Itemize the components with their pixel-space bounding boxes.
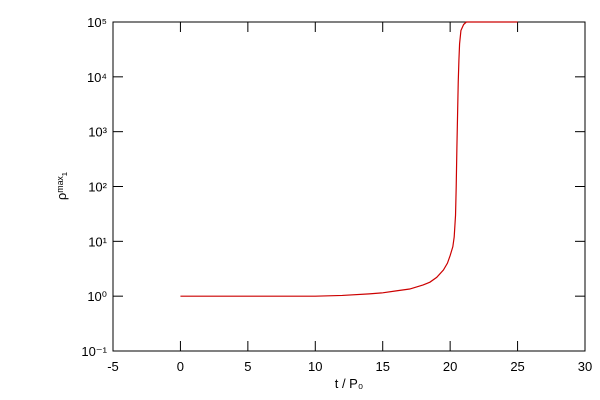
y-tick-label: 10⁻¹ — [81, 344, 107, 359]
x-tick-label: 10 — [308, 359, 322, 374]
y-tick-label: 10⁵ — [87, 15, 107, 30]
y-tick-label: 10⁰ — [87, 289, 107, 304]
x-tick-label: -5 — [107, 359, 119, 374]
y-tick-label: 10² — [88, 180, 107, 195]
y-tick-label: 10¹ — [88, 234, 107, 249]
plot-frame — [112, 21, 586, 352]
x-tick-label: 0 — [177, 359, 184, 374]
x-axis-label: t / P₀ — [335, 376, 364, 391]
x-tick-label: 30 — [578, 359, 592, 374]
y-tick-label: 10³ — [88, 125, 107, 140]
x-tick-label: 25 — [510, 359, 524, 374]
data-line — [180, 21, 518, 297]
x-tick-label: 5 — [244, 359, 251, 374]
x-tick-label: 20 — [443, 359, 457, 374]
y-tick-label: 10⁴ — [87, 70, 107, 85]
x-tick-label: 15 — [375, 359, 389, 374]
y-axis-label: ρᵐᵃˣ₁ — [54, 171, 69, 200]
